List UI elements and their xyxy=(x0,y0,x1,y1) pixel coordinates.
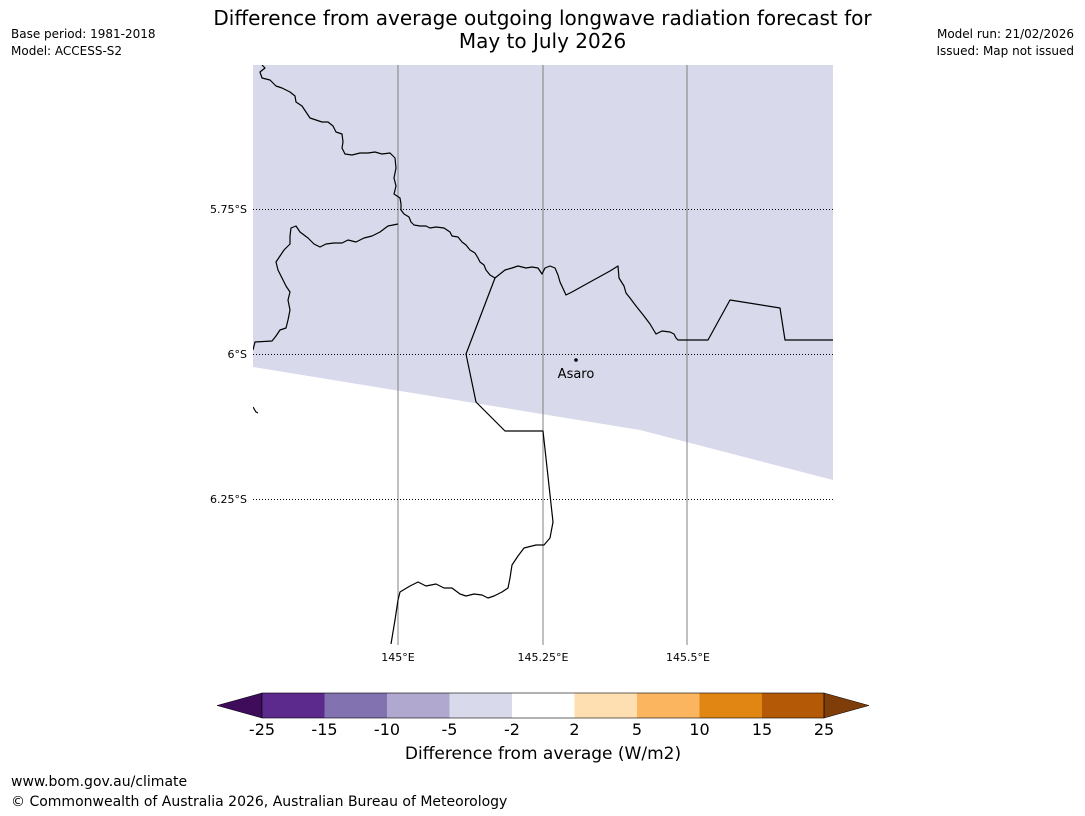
tick-label: 25 xyxy=(814,720,834,739)
tick-label: -2 xyxy=(504,720,520,739)
footer-copyright: © Commonwealth of Australia 2026, Austra… xyxy=(11,794,508,810)
colorbar-segment-8 xyxy=(699,693,762,718)
metadata-right: Model run: 21/02/2026 Issued: Map not is… xyxy=(936,26,1074,60)
colorbar-arrow-low xyxy=(216,692,263,719)
model-run-text: Model run: 21/02/2026 xyxy=(936,27,1074,41)
colorbar-segment-7 xyxy=(637,693,700,718)
tick-label: -15 xyxy=(311,720,337,739)
lat-label-6-25s: 6.25°S xyxy=(210,493,247,506)
colorbar-segment-1 xyxy=(262,693,325,718)
colorbar-segment-3 xyxy=(387,693,450,718)
colorbar-title: Difference from average (W/m2) xyxy=(404,744,682,764)
tick-label: -5 xyxy=(442,720,458,739)
boundary-fragment xyxy=(253,406,259,414)
boundary-north-line xyxy=(259,65,833,341)
tick-label: 15 xyxy=(752,720,772,739)
footer-url[interactable]: www.bom.gov.au/climate xyxy=(11,774,188,790)
lat-label-6s: 6°S xyxy=(228,348,247,361)
colorbar-segment-9 xyxy=(762,693,825,718)
asaro-label: Asaro xyxy=(558,367,595,382)
tick-label: 10 xyxy=(689,720,709,739)
metadata-left: Base period: 1981-2018 Model: ACCESS-S2 xyxy=(11,26,156,60)
lat-label-5-75s: 5.75°S xyxy=(210,203,247,216)
colorbar-arrow-high xyxy=(823,692,870,719)
lon-label-145e: 145°E xyxy=(381,651,414,664)
lon-label-145-25e: 145.25°E xyxy=(518,651,569,664)
colorbar-segment-4 xyxy=(449,693,512,718)
colorbar-segment-5 xyxy=(512,693,575,718)
colorbar-segment-6 xyxy=(574,693,637,718)
base-period-text: Base period: 1981-2018 xyxy=(11,27,156,41)
lon-label-145-5e: 145.5°E xyxy=(666,651,710,664)
boundary-south-line xyxy=(390,277,554,645)
map-title: Difference from average outgoing longwav… xyxy=(150,7,935,53)
title-line-1: Difference from average outgoing longwav… xyxy=(213,6,872,30)
tick-label: 5 xyxy=(632,720,642,739)
tick-label: 2 xyxy=(569,720,579,739)
colorbar-segment-2 xyxy=(324,693,387,718)
model-text: Model: ACCESS-S2 xyxy=(11,44,123,58)
asaro-marker xyxy=(574,358,578,362)
boundary-west-loop xyxy=(253,223,399,351)
tick-label: -10 xyxy=(374,720,400,739)
tick-label: -25 xyxy=(249,720,275,739)
colorbar-tick-labels: -25 -15 -10 -5 -2 2 5 10 15 25 xyxy=(249,720,834,739)
colorbar-outline xyxy=(261,692,825,719)
issued-text: Issued: Map not issued xyxy=(936,44,1074,58)
province-boundaries xyxy=(253,65,833,645)
title-line-2: May to July 2026 xyxy=(458,29,627,53)
latitude-gridlines xyxy=(253,209,833,500)
